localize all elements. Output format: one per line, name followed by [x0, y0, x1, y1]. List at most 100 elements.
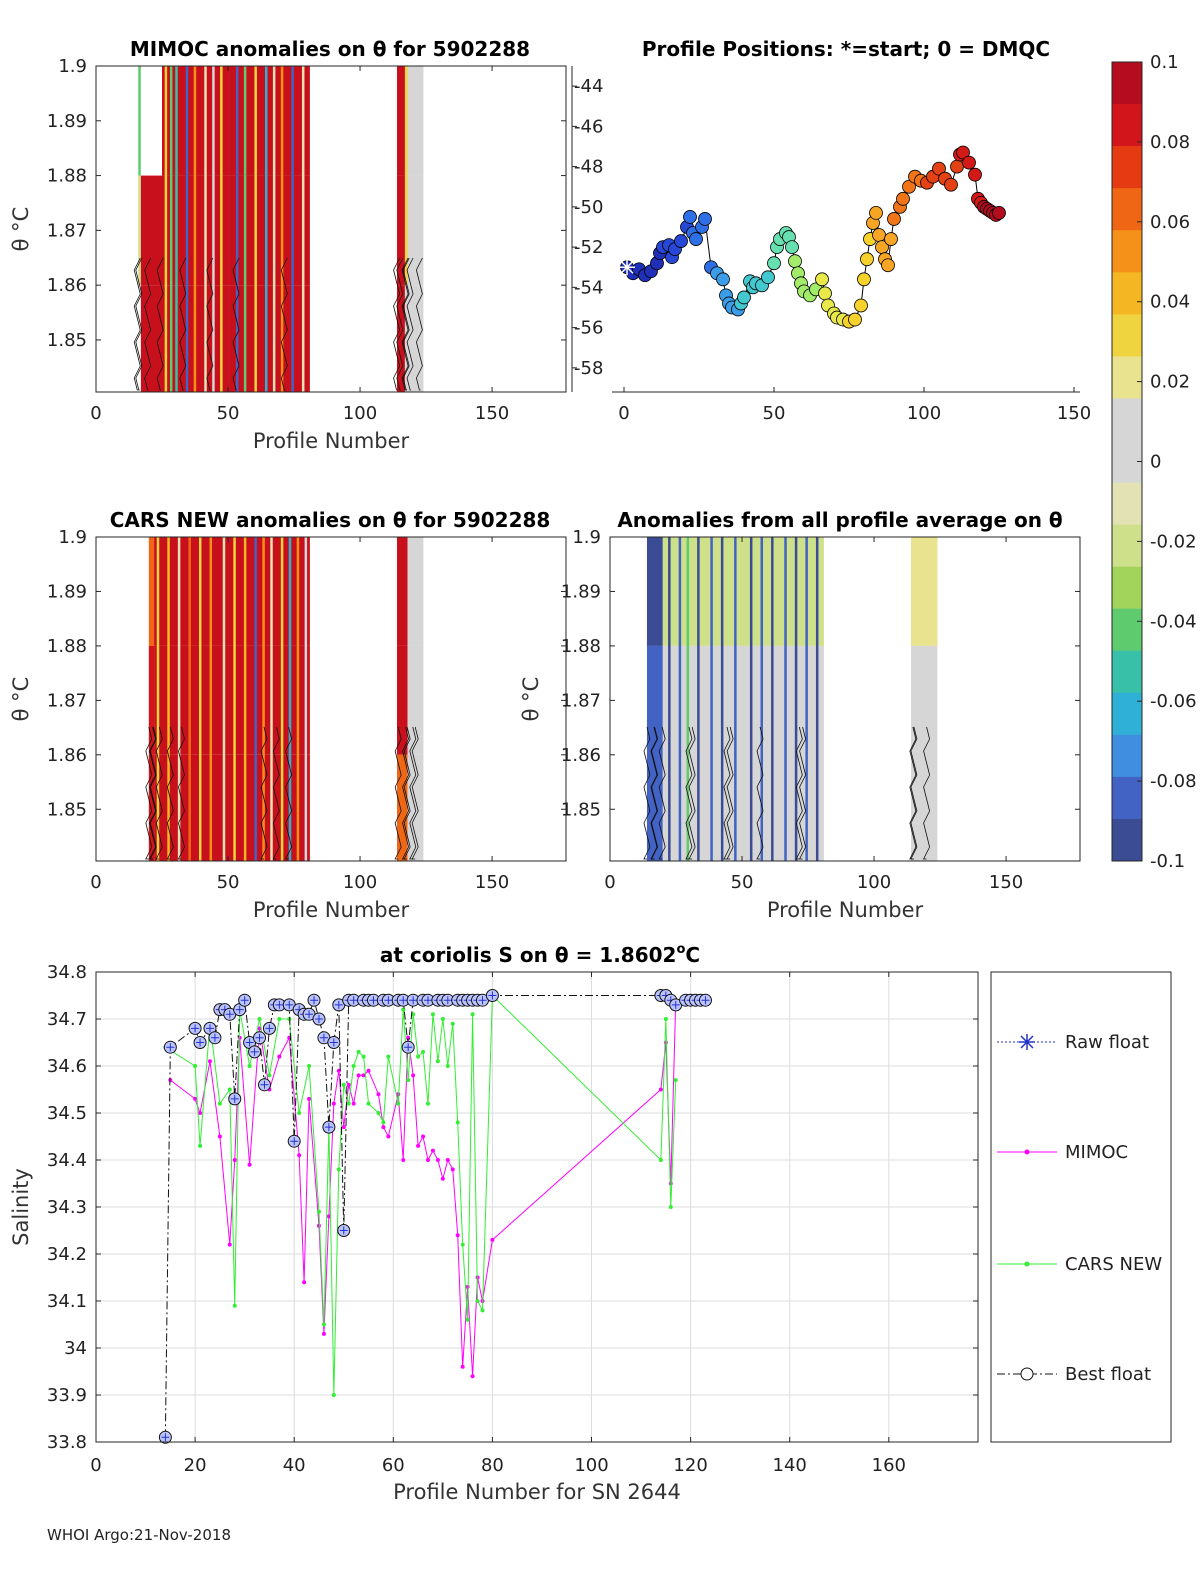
- profile-position-point: [761, 270, 775, 285]
- series-point: [247, 1162, 252, 1167]
- avg-axes: [609, 536, 1081, 862]
- x-tick-label: 0: [90, 872, 101, 893]
- heatmap-stripe: [188, 537, 191, 861]
- colorbar-swatch: [1112, 566, 1142, 610]
- raw-float-marker: [314, 1015, 323, 1023]
- raw-float-marker: [319, 1033, 328, 1042]
- colorbar-tick-label: 0.04: [1150, 292, 1190, 313]
- contour-line: [685, 726, 693, 860]
- profile-position-point: [968, 167, 982, 182]
- heatmap-stripe: [198, 537, 202, 861]
- colorbar-swatch: [1112, 62, 1142, 105]
- series-point: [386, 1054, 391, 1059]
- contour-line: [688, 726, 696, 860]
- x-tick-label: 40: [283, 1455, 306, 1476]
- series-point: [346, 1101, 351, 1106]
- colorbar-swatch: [1112, 692, 1142, 736]
- heatmap-stripe: [220, 66, 223, 392]
- chart-title: Profile Positions: *=start; 0 = DMQC: [642, 37, 1050, 61]
- y-tick-label: -46: [574, 116, 603, 137]
- legend-item: Best float: [997, 1364, 1151, 1385]
- series-point: [193, 1064, 198, 1068]
- contour-line: [723, 726, 731, 860]
- heatmap-cell: [404, 66, 408, 176]
- heatmap-cell: [228, 175, 310, 286]
- heatmap-cell: [407, 66, 424, 176]
- heatmap-stripe: [243, 66, 247, 392]
- series-point: [430, 1012, 435, 1017]
- mimoc-axes: [95, 65, 567, 393]
- contour-line: [396, 257, 404, 391]
- profile-position-point: [767, 256, 781, 271]
- series-point: [217, 1134, 222, 1139]
- series-point: [668, 1205, 673, 1209]
- profile-position-point: [689, 232, 703, 246]
- x-tick-label: 150: [1057, 403, 1091, 424]
- heatmap-stripe: [678, 537, 682, 861]
- series-point: [351, 1101, 356, 1106]
- raw-float-marker: [245, 1038, 254, 1047]
- chart-title: Anomalies from all profile average on θ: [617, 508, 1062, 532]
- contour-line: [909, 726, 917, 860]
- heatmap-cell: [407, 645, 424, 755]
- heatmap-stripe: [291, 66, 294, 392]
- heatmap-cell: [228, 537, 310, 646]
- colorbar-tick-label: -0.06: [1150, 691, 1197, 712]
- x-tick-label: 150: [475, 403, 509, 424]
- y-axis-label: θ °C: [9, 677, 33, 722]
- y-tick-label: 34.6: [47, 1056, 87, 1077]
- series-point: [376, 1111, 381, 1115]
- heatmap-cell: [140, 66, 163, 176]
- profile-position-point: [854, 298, 868, 313]
- profile-position-point: [887, 212, 901, 226]
- heatmap-cell: [138, 66, 141, 176]
- legend-marker: [1020, 1367, 1034, 1381]
- heatmap-stripe: [697, 537, 700, 861]
- heatmap-stripe: [185, 66, 189, 392]
- colorbar-swatch: [1112, 524, 1142, 568]
- heatmap-cell: [140, 175, 163, 286]
- profile-position-point: [896, 191, 910, 206]
- series-point: [455, 1233, 460, 1238]
- series-point: [361, 1054, 366, 1059]
- legend-marker: [1024, 1149, 1030, 1155]
- heatmap-cell: [646, 537, 663, 646]
- series-point: [658, 1087, 663, 1092]
- series-point: [331, 1393, 336, 1397]
- series-point: [470, 1374, 475, 1379]
- x-tick-label: 140: [773, 1455, 807, 1476]
- heatmap-stripe: [301, 66, 305, 392]
- contour-line: [401, 257, 409, 391]
- raw-float-marker: [250, 1047, 259, 1056]
- series-point: [376, 1092, 381, 1097]
- series-point: [366, 1068, 371, 1073]
- heatmap-stripe: [720, 537, 724, 861]
- series-point: [470, 1012, 475, 1017]
- x-tick-label: 50: [763, 403, 786, 424]
- heatmap-cell: [404, 175, 408, 286]
- raw-float-marker: [399, 996, 408, 1005]
- series-point: [480, 1308, 485, 1313]
- series-point: [302, 1280, 307, 1285]
- series-point: [425, 1158, 430, 1162]
- profile-position-point: [716, 272, 730, 287]
- raw-float-marker: [334, 1000, 343, 1009]
- series-point: [198, 1143, 203, 1148]
- contour-line: [409, 726, 417, 860]
- series-point: [297, 1153, 302, 1158]
- legend-label: CARS NEW: [1065, 1254, 1162, 1275]
- x-axis-label: Profile Number: [767, 898, 924, 922]
- raw-float-marker: [349, 996, 358, 1005]
- raw-float-marker: [369, 996, 378, 1005]
- colorbar-swatch: [1112, 608, 1142, 652]
- raw-float-marker: [443, 996, 452, 1005]
- colorbar-swatch: [1112, 188, 1142, 231]
- series-point: [450, 1167, 455, 1172]
- x-tick-label: 100: [907, 403, 941, 424]
- heatmap-stripe: [794, 537, 798, 861]
- y-tick-label: -48: [574, 157, 603, 178]
- profile-position-point: [698, 212, 712, 226]
- legend-item: CARS NEW: [997, 1254, 1162, 1275]
- heatmap-cell: [397, 175, 405, 286]
